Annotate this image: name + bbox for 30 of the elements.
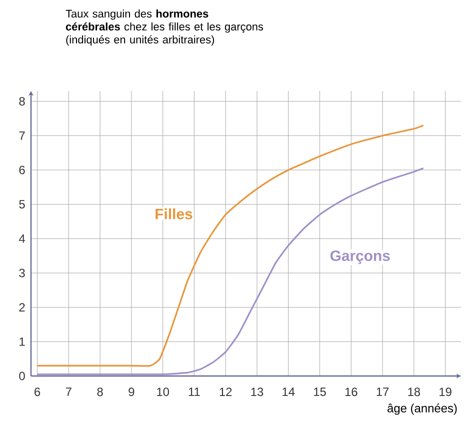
y-tick-label: 5 [19, 200, 25, 208]
x-tick-label: 16 [345, 388, 358, 396]
x-tick-label: 6 [34, 388, 40, 396]
x-tick-label: 7 [66, 388, 72, 396]
y-tick-label: 4 [18, 234, 25, 243]
x-tick-label: 14 [282, 388, 295, 396]
x-tick-label: 17 [376, 388, 389, 396]
y-tick-label: 1 [20, 338, 25, 346]
x-tick-label: 18 [408, 388, 420, 396]
x-tick-label: 8 [97, 388, 103, 396]
line-series [36, 167, 424, 376]
y-tick-label: 7 [19, 132, 25, 140]
x-tick-label: 19 [440, 388, 452, 396]
y-tick-label: 8 [19, 97, 25, 106]
line-series [36, 124, 424, 367]
text: Garçons [330, 250, 390, 264]
y-tick-label: 2 [19, 303, 25, 312]
x-tick-label: 10 [157, 388, 170, 396]
x-tick-label: 13 [251, 388, 264, 396]
chart-subtitle: (indiqués en unités arbitraires) [66, 35, 214, 46]
x-tick-label: 15 [314, 388, 326, 396]
x-tick-label: 11 [188, 388, 200, 396]
y-tick-label: 0 [19, 372, 25, 380]
x-axis-title: âge (années) [388, 404, 457, 415]
series-label: Filles [156, 208, 192, 220]
y-tick-label: 3 [19, 268, 25, 278]
y-tick-label: 6 [19, 166, 25, 174]
chart-title: Taux sanguin des hormones cérébrales chez les filles et les garçons [66, 10, 264, 33]
x-tick-label: 9 [128, 388, 134, 396]
x-tick-label: 12 [220, 388, 232, 396]
